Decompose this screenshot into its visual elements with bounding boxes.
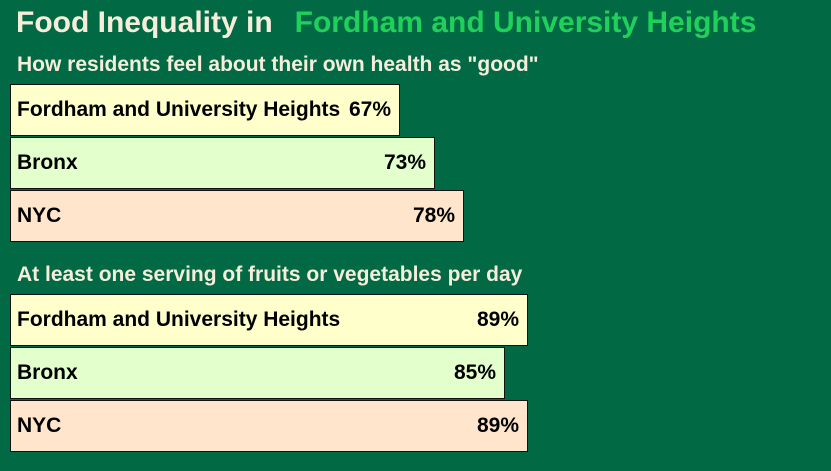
chart-2-title: At least one serving of fruits or vegeta… <box>17 263 523 286</box>
bar-value-label: 78% <box>412 204 455 227</box>
bar-value-label: 85% <box>453 361 496 384</box>
bar-label: Fordham and University Heights <box>17 98 341 121</box>
bar-label: NYC <box>17 204 62 227</box>
title-highlight: Fordham and University Heights <box>294 6 757 39</box>
bar-label: Bronx <box>17 151 78 174</box>
title-prefix: Food Inequality in <box>16 6 273 39</box>
bar-2-3: NYC 89% <box>10 400 528 452</box>
bar-1-3: NYC 78% <box>10 190 464 242</box>
bar-label: NYC <box>17 414 62 437</box>
bar-value-label: 89% <box>476 308 519 331</box>
bar-1-2: Bronx 73% <box>10 137 435 189</box>
bar-label: Fordham and University Heights <box>17 308 341 331</box>
bar-1-1: Fordham and University Heights 67% <box>10 84 400 136</box>
bar-value-label: 67% <box>348 98 391 121</box>
bar-value-label: 73% <box>383 151 426 174</box>
bar-value-label: 89% <box>476 414 519 437</box>
bar-2-1: Fordham and University Heights 89% <box>10 294 528 346</box>
chart-1-title: How residents feel about their own healt… <box>17 53 539 76</box>
bar-2-2: Bronx 85% <box>10 347 505 399</box>
bar-label: Bronx <box>17 361 78 384</box>
page-title: Food Inequality in Fordham and University… <box>16 2 756 44</box>
